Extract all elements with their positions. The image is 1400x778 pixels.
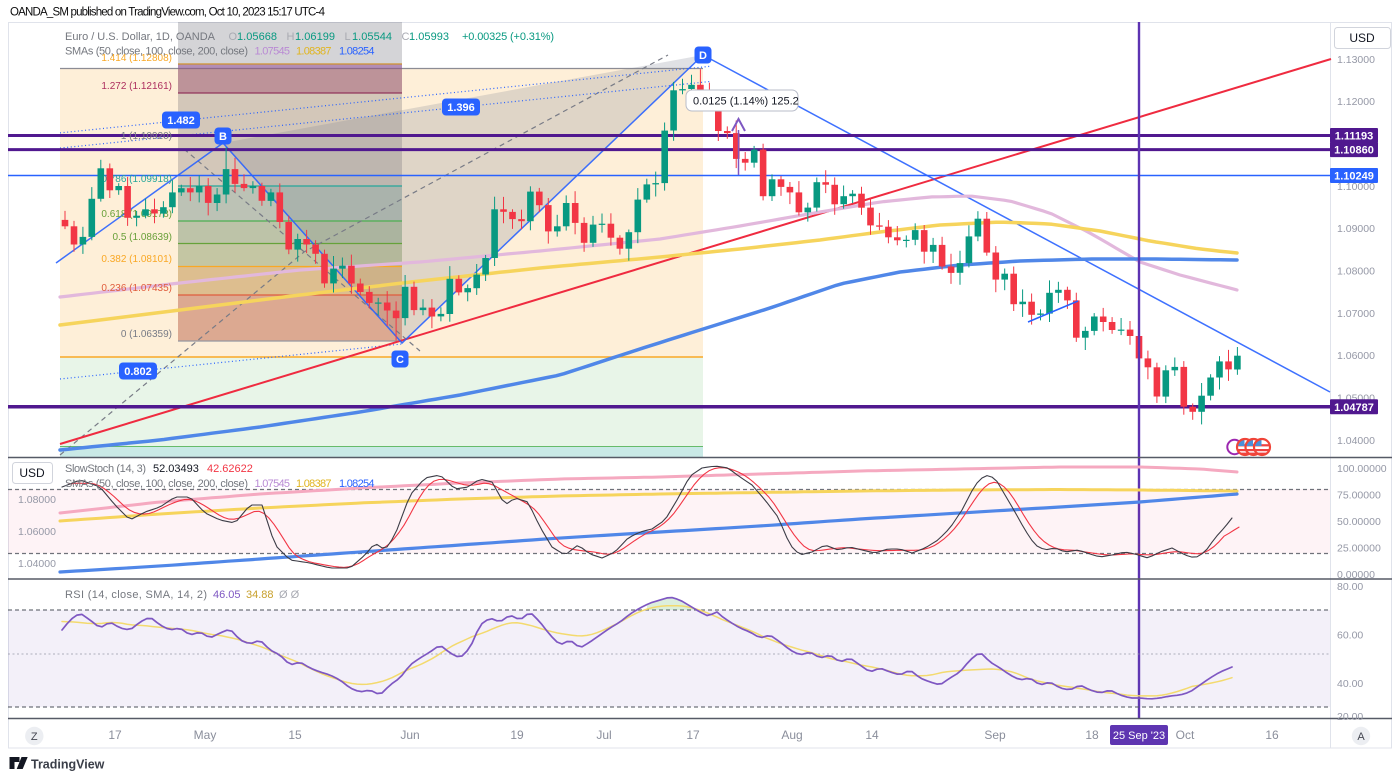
svg-text:1.09000: 1.09000 [1337, 223, 1375, 235]
svg-text:75.00000: 75.00000 [1337, 489, 1381, 501]
svg-text:USD: USD [1349, 31, 1375, 45]
svg-text:1.482: 1.482 [167, 115, 195, 127]
svg-text:0.786 (1.09918): 0.786 (1.09918) [101, 174, 172, 185]
svg-text:1.05993: 1.05993 [409, 31, 449, 43]
svg-text:A: A [1357, 731, 1365, 743]
svg-text:1.04000: 1.04000 [18, 558, 56, 570]
svg-text:C: C [396, 354, 404, 366]
svg-text:50.00000: 50.00000 [1337, 516, 1381, 528]
svg-text:46.05: 46.05 [213, 589, 241, 601]
svg-text:0.382 (1.08101): 0.382 (1.08101) [101, 254, 172, 265]
svg-text:B: B [219, 131, 227, 143]
svg-text:D: D [699, 50, 707, 62]
svg-text:17: 17 [108, 728, 122, 742]
svg-text:34.88: 34.88 [246, 589, 274, 601]
svg-text:SMAs (50, close, 100, close, 2: SMAs (50, close, 100, close, 200, close) [65, 478, 248, 490]
svg-text:1.272 (1.12161): 1.272 (1.12161) [101, 81, 172, 92]
svg-text:Ø Ø: Ø Ø [279, 589, 300, 601]
svg-text:0.00000: 0.00000 [1337, 569, 1375, 581]
svg-text:May: May [194, 728, 217, 742]
svg-text:1.10000: 1.10000 [1337, 181, 1375, 193]
svg-text:1.04000: 1.04000 [1337, 435, 1375, 447]
svg-text:H: H [287, 31, 295, 43]
svg-text:1.08387: 1.08387 [296, 46, 332, 58]
svg-text:1.08254: 1.08254 [339, 478, 375, 490]
svg-text:Z: Z [31, 731, 38, 743]
svg-text:1.08000: 1.08000 [1337, 266, 1375, 278]
svg-text:52.03493: 52.03493 [153, 463, 199, 475]
svg-text:1.08254: 1.08254 [339, 46, 375, 58]
svg-text:TradingView: TradingView [31, 758, 105, 772]
svg-text:Sep: Sep [984, 728, 1006, 742]
svg-text:1.06199: 1.06199 [295, 31, 335, 43]
svg-text:1.07545: 1.07545 [255, 478, 291, 490]
svg-text:0 (1.06359): 0 (1.06359) [121, 329, 172, 340]
svg-text:Jun: Jun [400, 728, 419, 742]
svg-text:25.00000: 25.00000 [1337, 542, 1381, 554]
svg-text:Euro / U.S. Dollar, 1D, OANDA: Euro / U.S. Dollar, 1D, OANDA [65, 31, 216, 43]
svg-text:1.414 (1.12808): 1.414 (1.12808) [101, 53, 172, 64]
svg-text:1.12000: 1.12000 [1337, 96, 1375, 108]
svg-text:SlowStoch (14, 3): SlowStoch (14, 3) [65, 463, 146, 475]
svg-text:OANDA_SM published on TradingV: OANDA_SM published on TradingView.com, O… [10, 7, 326, 19]
svg-text:0.0125 (1.14%) 125.2: 0.0125 (1.14%) 125.2 [693, 96, 799, 108]
svg-text:40.00: 40.00 [1337, 678, 1363, 690]
svg-text:25 Sep '23: 25 Sep '23 [1113, 730, 1165, 742]
svg-text:16: 16 [1265, 728, 1279, 742]
svg-text:RSI (14, close, SMA, 14, 2): RSI (14, close, SMA, 14, 2) [65, 589, 207, 601]
svg-text:100.00000: 100.00000 [1337, 463, 1387, 475]
svg-text:1.06000: 1.06000 [18, 526, 56, 538]
svg-text:15: 15 [288, 728, 302, 742]
svg-text:1.04787: 1.04787 [1334, 402, 1374, 414]
svg-text:1.11193: 1.11193 [1335, 131, 1374, 143]
svg-text:14: 14 [865, 728, 879, 742]
svg-text:1.10860: 1.10860 [1334, 145, 1374, 157]
svg-text:1.396: 1.396 [447, 102, 475, 114]
svg-text:O: O [229, 31, 238, 43]
svg-text:20.00: 20.00 [1337, 711, 1363, 723]
svg-text:1.07000: 1.07000 [1337, 308, 1375, 320]
svg-text:1.05544: 1.05544 [352, 31, 392, 43]
svg-text:1.05668: 1.05668 [237, 31, 277, 43]
svg-text:60.00: 60.00 [1337, 629, 1363, 641]
svg-text:1.13000: 1.13000 [1337, 54, 1375, 66]
svg-text:80.00: 80.00 [1337, 581, 1363, 593]
svg-text:1.08000: 1.08000 [18, 494, 56, 506]
svg-text:42.62622: 42.62622 [207, 463, 253, 475]
svg-text:+0.00325 (+0.31%): +0.00325 (+0.31%) [462, 31, 554, 43]
svg-text:L: L [345, 31, 351, 43]
svg-text:17: 17 [686, 728, 700, 742]
svg-text:C: C [402, 31, 410, 43]
svg-text:Aug: Aug [781, 728, 802, 742]
svg-text:1.10249: 1.10249 [1334, 171, 1374, 183]
svg-text:Jul: Jul [596, 728, 611, 742]
svg-text:SMAs (50, close, 100, close, 2: SMAs (50, close, 100, close, 200, close) [65, 46, 248, 58]
svg-text:0.5 (1.08639): 0.5 (1.08639) [113, 232, 173, 243]
svg-text:USD: USD [19, 466, 45, 480]
svg-text:1.08387: 1.08387 [296, 478, 332, 490]
svg-text:1.06000: 1.06000 [1337, 350, 1375, 362]
svg-text:0.802: 0.802 [124, 366, 152, 378]
svg-text:1 (1.10920): 1 (1.10920) [121, 131, 172, 142]
svg-text:0.236 (1.07435): 0.236 (1.07435) [101, 283, 172, 294]
svg-text:Oct: Oct [1176, 728, 1195, 742]
svg-text:18: 18 [1085, 728, 1099, 742]
svg-text:19: 19 [510, 728, 524, 742]
svg-text:1.07545: 1.07545 [255, 46, 291, 58]
